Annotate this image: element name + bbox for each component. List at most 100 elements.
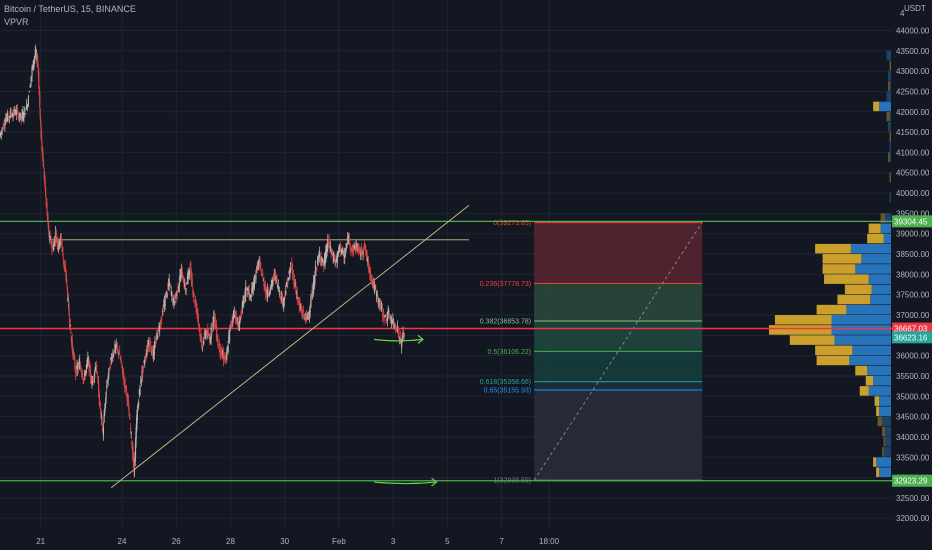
candle-body	[228, 335, 230, 343]
candle-body	[117, 350, 119, 354]
candle-body	[321, 258, 323, 260]
candle-body	[54, 239, 56, 247]
volume-bar-up	[850, 243, 891, 254]
candle-body	[219, 343, 221, 354]
candle-body	[154, 342, 156, 348]
candle-body	[216, 324, 218, 339]
candle-body	[256, 266, 258, 271]
candle-body	[108, 368, 110, 374]
candle-body	[230, 321, 233, 324]
horizontal-lines[interactable]	[0, 204, 892, 489]
settings-icon[interactable]: 4	[900, 9, 905, 18]
y-tick-label: 32000.00	[896, 514, 930, 523]
candle-body	[1, 128, 3, 130]
candle-body	[293, 279, 296, 287]
candle-body	[203, 340, 205, 344]
candle-body	[83, 372, 86, 378]
candle-body	[338, 244, 340, 252]
volume-profile	[769, 50, 891, 477]
volume-bar-down	[882, 426, 886, 437]
candle-body	[278, 290, 280, 292]
candle-body	[134, 442, 137, 458]
candle-body	[223, 357, 225, 361]
candle-body	[85, 370, 87, 376]
x-tick-label: 3	[391, 537, 396, 546]
candle-body	[365, 252, 368, 257]
candle-body	[42, 159, 44, 168]
candle-body	[90, 379, 92, 383]
candle-body	[361, 248, 363, 255]
candle-body	[306, 315, 309, 319]
candle-body	[367, 259, 369, 263]
candle-body	[250, 299, 252, 301]
candle-body	[40, 130, 43, 140]
candle-body	[211, 326, 214, 328]
fibonacci-retracement[interactable]: 0(39273.85) 0.236(37778.73) 0.382(36853.78…	[480, 220, 703, 485]
volume-bar-up	[876, 457, 891, 467]
candle-body	[184, 285, 187, 293]
volume-bar-up	[885, 436, 891, 447]
candle-body	[328, 239, 330, 247]
candle-body	[29, 85, 31, 88]
candle-body	[82, 378, 84, 381]
candle-body	[145, 354, 147, 357]
candle-body	[366, 252, 368, 256]
candle-body	[107, 376, 109, 381]
x-tick-label: 28	[226, 537, 235, 546]
candle-body	[292, 271, 294, 275]
candle-body	[325, 249, 327, 262]
candle-body	[67, 298, 69, 302]
candle-body	[340, 250, 342, 252]
candle-body	[205, 331, 207, 338]
price-axis[interactable]: 32000.0032500.0033000.0033500.0034000.00…	[896, 26, 930, 523]
candle-body	[71, 339, 73, 350]
candle-body	[109, 365, 111, 369]
candle-body	[239, 320, 241, 326]
candle-body	[232, 319, 234, 321]
candle-body	[364, 244, 366, 246]
symbol-title[interactable]: Bitcoin / TetherUS, 15, BINANCE	[4, 4, 136, 14]
volume-bar-down	[774, 315, 832, 325]
candle-body	[108, 367, 111, 371]
candle-body	[200, 333, 202, 341]
candle-body	[333, 256, 336, 261]
candle-body	[380, 306, 382, 307]
volume-bar-up	[834, 335, 891, 345]
candle-body	[369, 270, 372, 277]
candle-body	[305, 313, 307, 315]
candle-body	[119, 356, 121, 360]
volume-bar-up	[871, 284, 891, 295]
candle-body	[299, 303, 301, 307]
drawings[interactable]	[374, 334, 438, 487]
candle-body	[112, 353, 114, 358]
candle-body	[147, 342, 149, 348]
volume-bar-up	[889, 152, 891, 162]
volume-bar-down	[816, 355, 850, 366]
volume-bar-down	[889, 132, 891, 142]
candle-body	[313, 277, 315, 289]
candle-body	[232, 311, 235, 319]
candle-body	[287, 278, 290, 281]
candle-body	[159, 327, 161, 331]
currency-label[interactable]: USDT	[904, 4, 926, 13]
candle-body	[40, 118, 42, 125]
candle-body	[94, 372, 96, 378]
candle-body	[226, 346, 229, 352]
candle-body	[134, 452, 136, 467]
candle-body	[324, 255, 326, 265]
candle-body	[199, 327, 201, 332]
candle-body	[49, 235, 51, 238]
candle-body	[315, 269, 317, 271]
candle-body	[95, 367, 97, 370]
indicator-label-vpvr[interactable]: VPVR	[4, 17, 29, 27]
candle-body	[0, 132, 2, 137]
time-axis[interactable]: 21 24 26 28 30 Feb 3 5 7 18:00	[36, 537, 559, 546]
candle-body	[207, 333, 210, 335]
candle-body	[12, 113, 14, 118]
candle-body	[53, 244, 55, 250]
candle-body	[241, 310, 243, 315]
candle-body	[401, 339, 404, 341]
candle-body	[350, 248, 353, 251]
volume-bar-up	[886, 50, 891, 61]
